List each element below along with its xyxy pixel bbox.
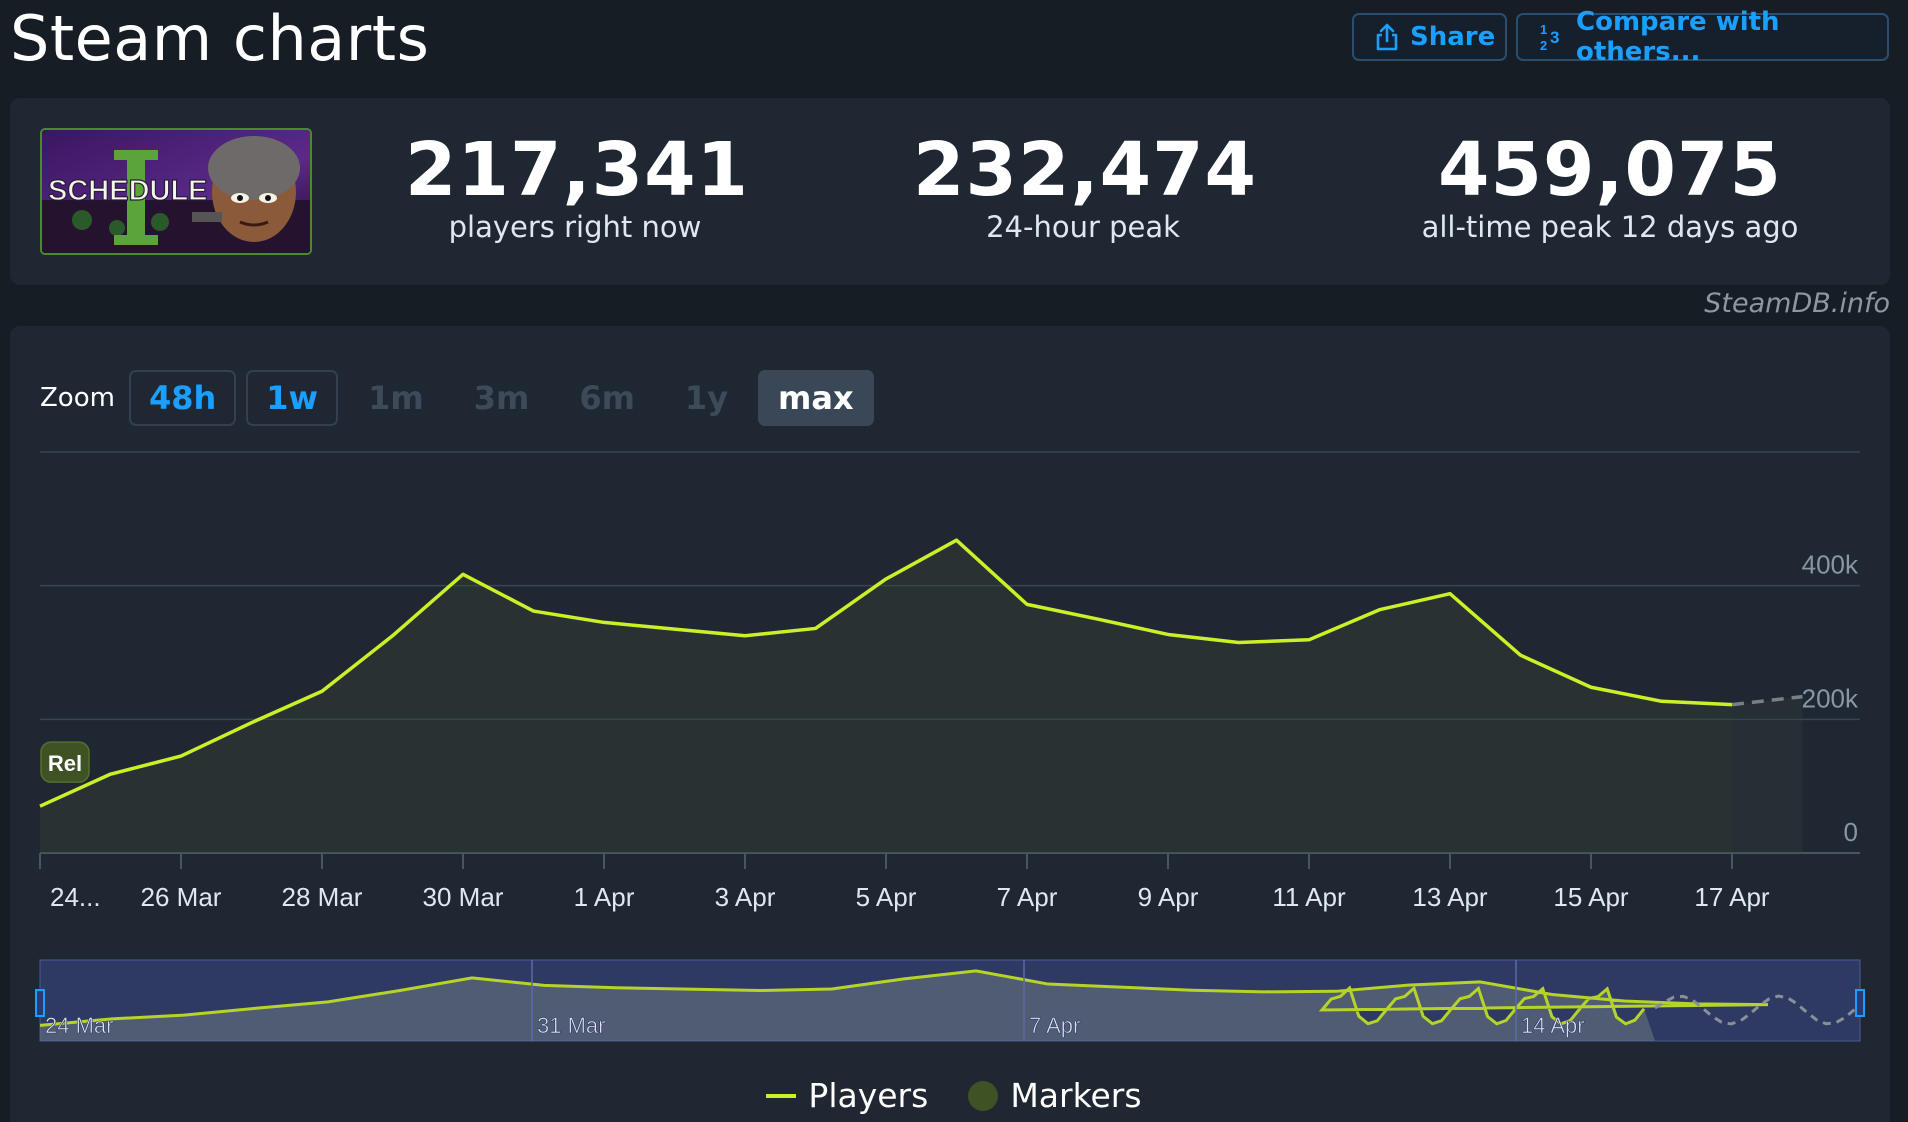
svg-text:1: 1 bbox=[1540, 22, 1547, 37]
compare-button[interactable]: 1 2 3 Compare with others... bbox=[1516, 7, 1889, 67]
x-tick-label: 26 Mar bbox=[141, 882, 222, 912]
chart-legend: Players Markers bbox=[0, 1076, 1908, 1115]
legend-item-players[interactable]: Players bbox=[766, 1076, 928, 1115]
stat-value: 459,075 bbox=[1437, 127, 1783, 213]
marker-layer: Rel bbox=[40, 741, 90, 783]
zoom-label: Zoom bbox=[40, 383, 115, 413]
y-tick-label: 400k bbox=[1802, 550, 1859, 580]
share-icon bbox=[1376, 23, 1398, 51]
legend-dot-swatch bbox=[968, 1080, 999, 1111]
stat-all-time-peak: 459,075 all-time peak 12 days ago bbox=[1390, 126, 1830, 244]
navigator-handle-left[interactable] bbox=[35, 989, 45, 1017]
zoom-max-button[interactable]: max bbox=[758, 370, 874, 426]
zoom-1m-button[interactable]: 1m bbox=[368, 379, 424, 417]
release-marker-label: Rel bbox=[48, 751, 82, 776]
zoom-48h-button[interactable]: 48h bbox=[128, 370, 237, 426]
stats-card: SCHEDULE 217,341 players right now 232,4… bbox=[10, 98, 1890, 285]
navigator-handle-right[interactable] bbox=[1855, 989, 1865, 1017]
navigator-tick-label: 7 Apr bbox=[1029, 1013, 1080, 1038]
stat-value: 217,341 bbox=[405, 127, 750, 213]
x-tick-label: 7 Apr bbox=[997, 882, 1058, 912]
game-capsule-image[interactable]: SCHEDULE bbox=[40, 128, 312, 255]
x-tick-label: 30 Mar bbox=[423, 882, 504, 912]
svg-text:2: 2 bbox=[1540, 38, 1547, 53]
svg-text:3: 3 bbox=[1550, 28, 1559, 47]
attribution-link[interactable]: SteamDB.info bbox=[1704, 288, 1890, 319]
x-tick-label: 24... bbox=[50, 882, 101, 912]
zoom-1y-button[interactable]: 1y bbox=[684, 379, 729, 417]
navigator-line bbox=[39, 969, 1769, 1027]
y-axis: 0 200k 400k bbox=[1802, 550, 1859, 847]
navigator-tick-label: 31 Mar bbox=[537, 1013, 605, 1038]
stat-24h-peak: 232,474 24-hour peak bbox=[913, 126, 1258, 244]
x-tick-label: 5 Apr bbox=[856, 882, 917, 912]
x-tick-label: 17 Apr bbox=[1694, 882, 1770, 912]
zoom-6m-button[interactable]: 6m bbox=[579, 379, 635, 417]
navigator-tick-label: 14 Apr bbox=[1521, 1013, 1585, 1038]
legend-players-label: Players bbox=[808, 1076, 929, 1115]
legend-item-markers[interactable]: Markers bbox=[968, 1076, 1142, 1115]
zoom-1w-button[interactable]: 1w bbox=[246, 370, 339, 426]
share-button-label: Share bbox=[1410, 22, 1496, 52]
release-marker bbox=[40, 741, 90, 783]
x-tick-label: 28 Mar bbox=[282, 882, 363, 912]
area-layer bbox=[40, 540, 1803, 853]
compare-numbers-icon: 1 2 3 bbox=[1540, 22, 1559, 53]
navigator: 24 Mar 31 Mar 7 Apr 14 Apr bbox=[35, 959, 1865, 1042]
stat-label: all-time peak 12 days ago bbox=[1421, 210, 1799, 244]
x-axis: 24... 26 Mar 28 Mar 30 Mar 1 Apr 3 Apr 5 Apr 7 … bbox=[39, 853, 1770, 912]
navigator-tick-label: 24 Mar bbox=[45, 1013, 113, 1038]
legend-line-swatch bbox=[766, 1093, 797, 1098]
y-tick-label: 200k bbox=[1802, 683, 1859, 713]
navigator-projection bbox=[1654, 994, 1856, 1026]
projection-area bbox=[1732, 696, 1803, 853]
compare-button-label: Compare with others... bbox=[1576, 7, 1780, 67]
navigator-area bbox=[40, 970, 1768, 1041]
players-area bbox=[40, 540, 1732, 853]
game-logo-text: SCHEDULE bbox=[48, 175, 208, 207]
zoom-controls: Zoom 48h 1w 1m 3m 6m 1y max bbox=[40, 370, 874, 426]
legend-markers-label: Markers bbox=[1010, 1076, 1142, 1115]
x-tick-label: 1 Apr bbox=[574, 882, 635, 912]
grid-layer bbox=[40, 451, 1860, 854]
x-tick-label: 3 Apr bbox=[715, 882, 776, 912]
stat-current-players: 217,341 players right now bbox=[405, 126, 750, 244]
projected-line bbox=[1731, 694, 1803, 707]
y-tick-label: 0 bbox=[1844, 817, 1858, 847]
stat-value: 232,474 bbox=[913, 127, 1258, 213]
share-button[interactable]: Share bbox=[1352, 13, 1507, 61]
page-title: Steam charts bbox=[10, 2, 430, 75]
x-tick-label: 9 Apr bbox=[1138, 882, 1199, 912]
line-layer bbox=[39, 538, 1803, 808]
x-tick-label: 15 Apr bbox=[1553, 882, 1629, 912]
stat-label: 24-hour peak bbox=[986, 210, 1180, 244]
zoom-3m-button[interactable]: 3m bbox=[473, 379, 530, 417]
x-tick-label: 11 Apr bbox=[1272, 882, 1346, 912]
stat-label: players right now bbox=[448, 210, 702, 244]
x-tick-label: 13 Apr bbox=[1412, 882, 1488, 912]
